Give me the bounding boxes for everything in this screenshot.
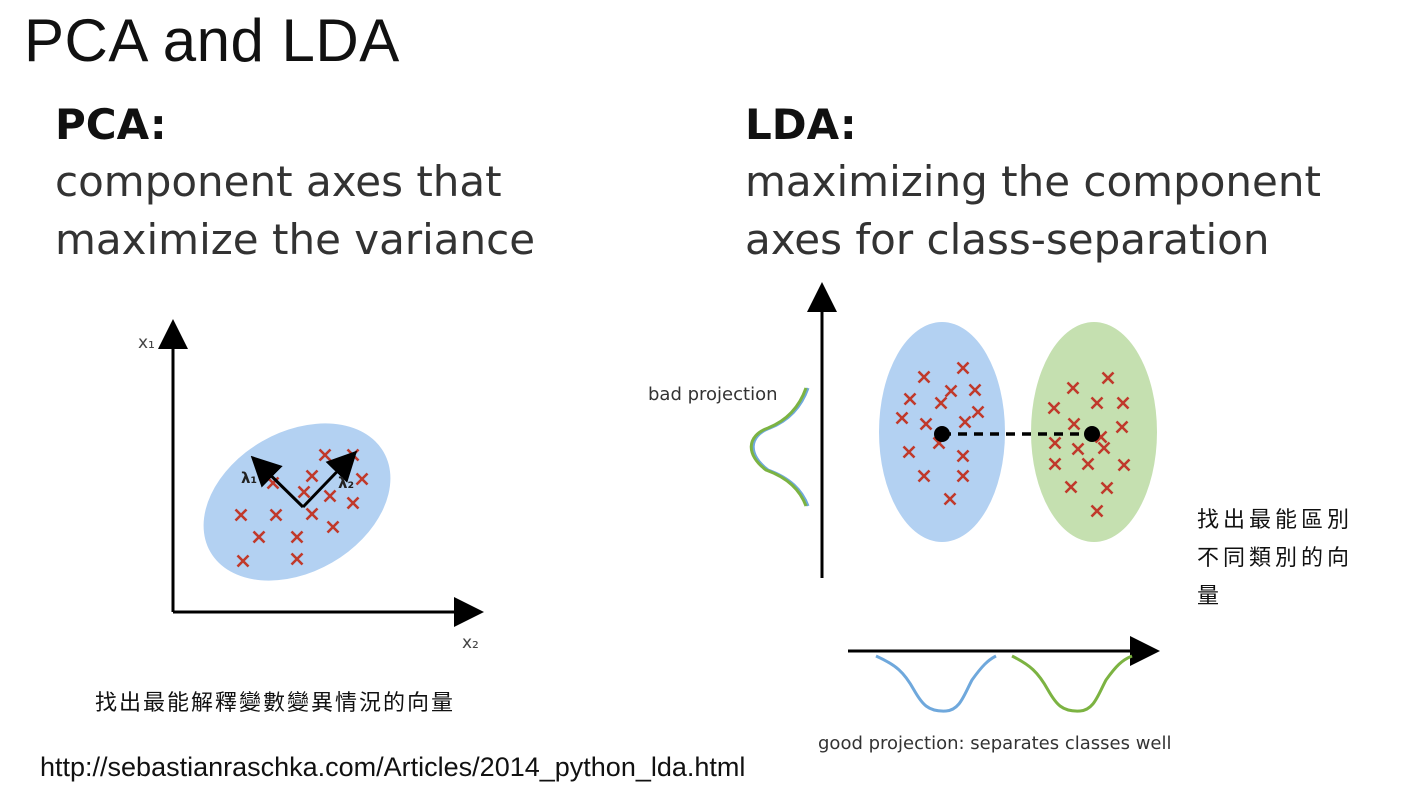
lda-data-point	[971, 405, 985, 419]
lda-data-point	[1115, 420, 1129, 434]
lda-data-point	[1071, 442, 1085, 456]
pca-diagram: x₁ x₂ λ₁ λ₂	[138, 319, 484, 653]
lda-data-point	[917, 469, 931, 483]
pca-data-point	[234, 508, 248, 522]
pca-data-point	[269, 508, 283, 522]
lda-data-point	[1066, 381, 1080, 395]
lda-data-points	[895, 361, 1131, 518]
lda-data-point	[944, 384, 958, 398]
pca-y-axis-label: x₁	[138, 333, 155, 353]
slide-title: PCA and LDA	[24, 7, 400, 74]
bad-projection-label: bad projection	[648, 384, 778, 405]
lda-data-point	[956, 449, 970, 463]
lda-data-point	[1048, 457, 1062, 471]
bad-projection-curve-blue	[751, 387, 810, 507]
pca-data-point	[355, 472, 369, 486]
lda-data-point	[1067, 417, 1081, 431]
pca-description-line-1: component axes that	[55, 157, 502, 206]
pca-data-points	[234, 448, 369, 568]
lda-data-point	[1101, 371, 1115, 385]
lambda1-label: λ₁	[241, 469, 257, 487]
lda-data-point	[1097, 441, 1111, 455]
pca-data-point	[346, 496, 360, 510]
source-url: http://sebastianraschka.com/Articles/201…	[40, 752, 746, 782]
lda-data-point	[1100, 481, 1114, 495]
pca-data-point	[236, 554, 250, 568]
lambda2-vector	[301, 450, 358, 509]
good-projection-curve-blue	[875, 654, 997, 713]
pca-data-point	[290, 530, 304, 544]
pca-x-axis-label: x₂	[462, 633, 479, 653]
lda-data-point	[919, 417, 933, 431]
lda-data-point	[943, 492, 957, 506]
lda-chinese-note: 找出最能區別不同類別的向量	[1197, 508, 1354, 609]
good-projection-curve-green	[1011, 654, 1133, 713]
lda-data-point	[958, 415, 972, 429]
lda-data-point	[956, 361, 970, 375]
lda-data-point	[1048, 436, 1062, 450]
lambda2-label: λ₂	[338, 474, 354, 492]
lda-data-point	[1090, 504, 1104, 518]
lda-data-point	[1117, 458, 1131, 472]
lda-data-point	[902, 445, 916, 459]
pca-data-point	[305, 469, 319, 483]
lda-description-line-1: maximizing the component	[745, 157, 1321, 206]
pca-data-point	[305, 507, 319, 521]
lambda1-vector	[250, 455, 305, 509]
lda-data-point	[934, 396, 948, 410]
pca-data-point	[323, 489, 337, 503]
lda-heading: LDA:	[745, 100, 857, 149]
lda-data-point	[1116, 396, 1130, 410]
lda-data-point	[917, 370, 931, 384]
pca-chinese-note: 找出最能解釋變數變異情況的向量	[95, 691, 456, 716]
lda-data-point	[903, 392, 917, 406]
pca-data-point	[290, 552, 304, 566]
pca-data-point	[297, 485, 311, 499]
lda-data-point	[1047, 401, 1061, 415]
good-projection-label: good projection: separates classes well	[818, 733, 1172, 754]
lda-data-point	[895, 411, 909, 425]
lda-data-point	[1081, 457, 1095, 471]
pca-data-point	[326, 520, 340, 534]
pca-heading: PCA:	[55, 100, 167, 149]
lda-data-point	[1090, 396, 1104, 410]
class-1-mean	[934, 426, 950, 442]
pca-data-point	[252, 530, 266, 544]
lda-diagram: bad projection good projection: separate…	[648, 282, 1172, 754]
lda-description-line-2: axes for class-separation	[745, 215, 1270, 264]
class-2-mean	[1084, 426, 1100, 442]
pca-description-line-2: maximize the variance	[55, 215, 536, 264]
lda-data-point	[956, 469, 970, 483]
lda-data-point	[1064, 480, 1078, 494]
bad-projection-curve-green	[749, 387, 808, 507]
lda-data-point	[968, 383, 982, 397]
